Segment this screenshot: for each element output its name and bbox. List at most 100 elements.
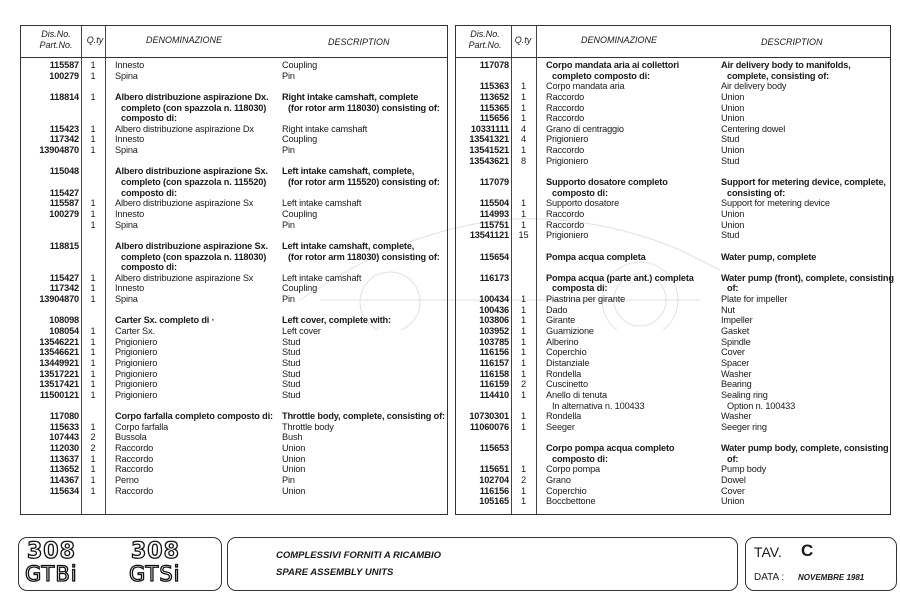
denominazione: Innesto xyxy=(115,283,145,294)
denominazione: Raccordo xyxy=(546,219,585,230)
denominazione: Guarnizione xyxy=(546,326,594,337)
denominazione: Seeger xyxy=(546,421,575,432)
denominazione: Spina xyxy=(115,219,138,230)
table-row: completo (con spazzola n. 118030) (for ro… xyxy=(21,103,447,114)
part-number: 108098 xyxy=(49,315,79,326)
table-row: composto di: xyxy=(21,262,447,273)
denominazione: composto di: xyxy=(121,113,177,124)
denominazione: Prigioniero xyxy=(115,336,158,347)
description: Washer xyxy=(721,411,752,422)
quantity: 1 xyxy=(90,198,96,209)
part-number: 115633 xyxy=(49,421,79,432)
part-number: 113652 xyxy=(479,91,509,102)
denominazione: Corpo mandata aria xyxy=(546,81,625,92)
denominazione: Rondella xyxy=(546,368,582,379)
description: Stud xyxy=(282,347,301,358)
quantity: 1 xyxy=(90,421,96,432)
table-row: 115653 Corpo pompa acqua completo Water pu… xyxy=(456,443,890,454)
part-number: 103952 xyxy=(479,326,509,337)
denominazione: Prigioniero xyxy=(546,134,589,145)
description: Right intake camshaft, complete xyxy=(282,91,419,102)
quantity: 2 xyxy=(90,432,96,443)
denominazione: Coperchio xyxy=(546,347,587,358)
part-number: 100434 xyxy=(479,294,509,305)
logo-308-gtbi-number: 308 xyxy=(26,538,76,564)
header-dis-no: Dis.No. xyxy=(41,29,71,39)
table-row: 116158 1 Rondella Washer xyxy=(456,369,890,380)
denominazione: Albero distribuzione aspirazione Sx. xyxy=(115,166,268,177)
part-number: 115751 xyxy=(479,219,509,230)
denominazione: Cuscinetto xyxy=(546,379,588,390)
part-number: 13543621 xyxy=(469,155,509,166)
description: consisting of: xyxy=(727,187,786,198)
table-row: 117079 Supporto dosatore completo Support … xyxy=(456,177,890,188)
quantity: 2 xyxy=(521,379,526,390)
table-row: 10730301 1 Rondella Washer xyxy=(456,411,890,422)
quantity: 1 xyxy=(90,208,96,219)
quantity: 1 xyxy=(90,474,96,485)
denominazione: Alberino xyxy=(546,336,579,347)
part-number: 116173 xyxy=(479,272,509,283)
table-row: 103806 1 Girante Impeller xyxy=(456,315,890,326)
quantity: 1 xyxy=(521,102,526,113)
part-number: 10331111 xyxy=(470,123,509,134)
quantity: 1 xyxy=(521,347,526,358)
description: Water pump, complete xyxy=(721,251,817,262)
table-row: 113652 1 Raccordo Union xyxy=(21,464,447,475)
title-box: COMPLESSIVI FORNITI A RICAMBIO SPARE ASS… xyxy=(227,537,738,591)
description: Union xyxy=(282,485,306,496)
denominazione: Raccordo xyxy=(546,208,585,219)
denominazione: Prigioniero xyxy=(115,357,158,368)
quantity: 1 xyxy=(90,294,96,305)
denominazione: In alternativa n. 100433 xyxy=(552,400,645,411)
table-row: 115587 1 Innesto Coupling xyxy=(21,60,447,71)
table-row: 116157 1 Distanziale Spacer xyxy=(456,358,890,369)
denominazione: completo (con spazzola n. 118030) xyxy=(121,251,267,262)
table-row: 115504 1 Supporto dosatore Support for mete… xyxy=(456,198,890,209)
table-body: 115587 1 Innesto Coupling 100279 1 Spina Pin 118… xyxy=(21,60,447,496)
table-row: composto di: of: xyxy=(456,454,890,465)
header-denominazione: DENOMINAZIONE xyxy=(146,35,223,45)
description: Support for metering device, complete, xyxy=(721,177,886,188)
quantity: 4 xyxy=(521,134,526,145)
table-row: 116159 2 Cuscinetto Bearing xyxy=(456,379,890,390)
quantity: 2 xyxy=(90,443,96,454)
denominazione: composto di: xyxy=(121,187,177,198)
description: Centering dowel xyxy=(721,123,786,134)
table-row: 115427 composto di: xyxy=(21,188,447,199)
description: Left cover, complete with: xyxy=(282,315,391,326)
tav-value: C xyxy=(801,541,814,560)
table-row: 116173 Pompa acqua (parte ant.) completa W… xyxy=(456,272,894,284)
quantity: 1 xyxy=(90,453,96,464)
part-number: 105165 xyxy=(479,496,509,507)
model-logo-box: 308 GTBi 308 GTSi xyxy=(18,537,222,591)
table-row: 105165 1 Boccbettone Union xyxy=(456,496,890,507)
quantity: 1 xyxy=(90,283,96,294)
description: Option n. 100433 xyxy=(727,400,796,411)
quantity: 1 xyxy=(90,326,96,337)
description: Coupling xyxy=(282,60,318,70)
part-number: 100279 xyxy=(49,208,79,219)
table-row: 108054 1 Carter Sx. Left cover xyxy=(21,326,447,337)
part-number: 115423 xyxy=(49,123,79,134)
denominazione: Corpo mandata aria ai collettori xyxy=(546,60,680,70)
part-number: 115656 xyxy=(479,113,509,124)
denominazione: composto di: xyxy=(121,262,177,273)
part-number: 116156 xyxy=(479,347,509,358)
denominazione: Spina xyxy=(115,70,138,81)
denominazione: Supporto dosatore xyxy=(546,198,620,209)
blank-row xyxy=(21,305,447,316)
denominazione: Prigioniero xyxy=(115,368,158,379)
denominazione: Prigioniero xyxy=(546,155,589,166)
table-row: 13517421 1 Prigioniero Stud xyxy=(21,379,447,390)
denominazione: Corpo pompa acqua completo xyxy=(546,443,675,454)
denominazione: Prigioniero xyxy=(546,230,589,241)
description: Pump body xyxy=(721,464,767,475)
table-row: 13449921 1 Prigioniero Stud xyxy=(21,358,447,369)
description: Left intake camshaft, complete, xyxy=(282,166,415,177)
denominazione: Raccordo xyxy=(115,464,154,475)
blank-row xyxy=(456,432,890,443)
part-number: 118815 xyxy=(49,240,79,251)
table-row: 117342 1 Innesto Coupling xyxy=(21,283,447,294)
data-value: NOVEMBRE 1981 xyxy=(798,573,865,582)
